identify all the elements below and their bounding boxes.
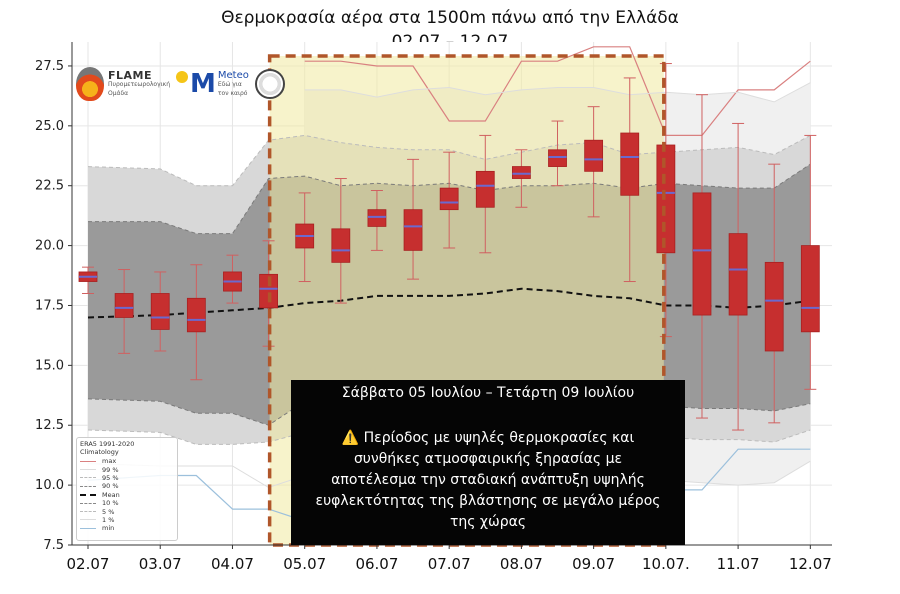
- flame-sub2: Ομάδα: [108, 89, 129, 97]
- ytick-label: 20.0: [35, 239, 64, 254]
- box-body: [439, 187, 459, 211]
- legend-line-swatch: [80, 511, 96, 513]
- box-body: [475, 170, 495, 208]
- box-body: [367, 209, 387, 227]
- box-body: [259, 273, 278, 309]
- meteo-sub1: Εδώ για: [217, 80, 242, 88]
- legend-label: min: [102, 524, 115, 533]
- ytick-label: 7.5: [43, 538, 64, 553]
- legend-label: 90 %: [102, 482, 119, 491]
- warning-icon: ⚠️: [341, 430, 360, 446]
- xtick-label: 02.07: [67, 555, 110, 573]
- xtick-label: 03.07: [139, 555, 182, 573]
- legend-entry: 90 %: [77, 482, 177, 490]
- callout-line5: της χώρας: [449, 514, 527, 530]
- legend-label: 95 %: [102, 473, 119, 482]
- flame-logo: FLAME Πυρομετεωρολογική Ομάδα: [76, 67, 170, 101]
- climatology-p99-line: [304, 82, 811, 103]
- ytick-label: 15.0: [35, 358, 64, 373]
- xtick-label: 09.07: [572, 555, 615, 573]
- box-body: [764, 261, 784, 352]
- xtick-label: 11.07: [717, 555, 760, 573]
- meteo-name: Meteo: [217, 69, 249, 81]
- legend-line-swatch: [80, 519, 96, 521]
- legend-title2: Climatology: [80, 448, 119, 456]
- callout-line4: ευφλεκτότητας της βλάστησης σε μεγάλο μέ…: [315, 493, 661, 509]
- legend-line-swatch: [80, 477, 96, 479]
- xtick-label: 05.07: [283, 555, 326, 573]
- university-seal-icon: [254, 69, 285, 99]
- callout-box: Σάββατο 05 Ιουλίου – Τετάρτη 09 Ιουλίου …: [291, 380, 685, 545]
- legend-label: 99 %: [102, 465, 119, 474]
- box-body: [331, 228, 351, 263]
- legend-entry: 10 %: [77, 499, 177, 507]
- climatology-p95-line: [87, 134, 811, 187]
- xtick-label: 07.07: [428, 555, 471, 573]
- legend-line-swatch: [80, 469, 96, 471]
- legend-line-swatch: [80, 527, 96, 529]
- flame-icon: [76, 67, 104, 101]
- box-body: [620, 132, 640, 196]
- ytick-label: 22.5: [35, 179, 64, 194]
- legend-title1: ERA5 1991-2020: [80, 440, 135, 448]
- meteo-sub2: τον καιρό: [217, 89, 248, 97]
- meteo-m-icon: M: [190, 69, 216, 99]
- legend-entry: 1 %: [77, 516, 177, 524]
- logos: FLAME Πυρομετεωρολογική Ομάδα M Meteo Εδ…: [76, 62, 286, 106]
- box-body: [511, 166, 531, 179]
- xtick-label: 08.07: [500, 555, 543, 573]
- box-body: [186, 297, 206, 333]
- xtick-label: 10.07.: [642, 555, 690, 573]
- legend-entry: 99 %: [77, 465, 177, 474]
- callout-date-range: Σάββατο 05 Ιουλίου – Τετάρτη 09 Ιουλίου: [341, 385, 635, 401]
- climatology-max-line: [304, 46, 811, 136]
- legend-entry: max: [77, 457, 177, 465]
- ytick-label: 12.5: [35, 418, 64, 433]
- chart-title-line1: Θερμοκρασία αέρα στα 1500m πάνω από την …: [221, 8, 679, 28]
- flame-name: FLAME: [108, 68, 152, 82]
- box-body: [114, 293, 134, 318]
- legend-line-swatch: [80, 493, 96, 496]
- legend-entry: Mean: [77, 491, 177, 499]
- legend-label: max: [102, 457, 117, 466]
- legend-entry: min: [77, 524, 177, 532]
- legend-label: 10 %: [102, 499, 119, 508]
- meteo-logo: M Meteo Εδώ για τον καιρό: [176, 69, 249, 99]
- legend: ERA5 1991-2020 Climatology max 99 % 95 % 90…: [76, 437, 178, 541]
- ytick-label: 25.0: [35, 119, 64, 134]
- ytick-label: 17.5: [35, 298, 64, 313]
- callout-line1: Περίοδος με υψηλές θερμοκρασίες και: [363, 430, 635, 446]
- ytick-label: 10.0: [35, 478, 64, 493]
- xtick-label: 06.07: [355, 555, 398, 573]
- legend-label: Mean: [102, 490, 120, 499]
- sun-icon: [176, 71, 189, 83]
- box-body: [584, 139, 604, 172]
- ytick-label: 27.5: [35, 59, 64, 74]
- legend-entry: 95 %: [77, 474, 177, 482]
- box-body: [728, 233, 748, 316]
- legend-line-swatch: [80, 502, 96, 504]
- xtick-label: 12.07: [789, 555, 832, 573]
- box-body: [800, 245, 820, 333]
- flame-sub1: Πυρομετεωρολογική: [108, 80, 171, 88]
- box-body: [403, 209, 423, 251]
- box-body: [692, 192, 712, 316]
- legend-line-swatch: [80, 460, 96, 462]
- legend-entry: 5 %: [77, 507, 177, 516]
- legend-line-swatch: [80, 485, 96, 487]
- callout-line3: αποτέλεσμα την σταδιακή ανάπτυξη υψηλής: [331, 472, 645, 488]
- box-body: [656, 144, 676, 254]
- xtick-label: 04.07: [211, 555, 254, 573]
- legend-label: 1 %: [102, 515, 115, 524]
- box-body: [548, 149, 567, 167]
- legend-label: 5 %: [102, 507, 115, 516]
- climatology-p90-line: [88, 163, 811, 235]
- callout-body: ⚠️ Περίοδος με υψηλές θερμοκρασίες και σ…: [299, 428, 677, 533]
- box-body: [150, 293, 170, 330]
- callout-line2: συνθήκες ατμοσφαιρικής ξηρασίας με: [353, 451, 623, 467]
